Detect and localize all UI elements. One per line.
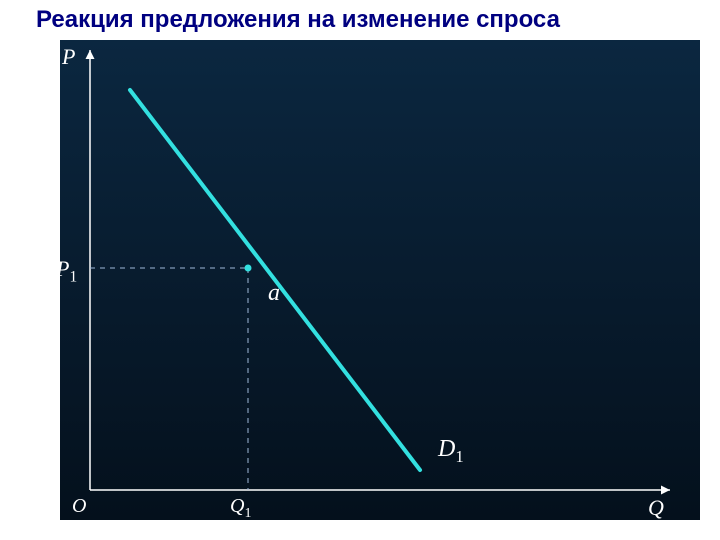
p1-label: P1 [56, 256, 77, 286]
y-axis-label: P [62, 44, 75, 70]
d1-sub: 1 [455, 447, 463, 466]
curve-d1-label: D1 [438, 436, 464, 467]
p1-sub: 1 [69, 268, 77, 285]
slide: Реакция предложения на изменение спроса … [0, 0, 720, 540]
x-axis-label: Q [648, 495, 664, 521]
q1-label: Q1 [230, 495, 251, 522]
point-a-label: a [268, 280, 280, 307]
d1-base: D [438, 436, 455, 462]
origin-label: O [72, 495, 86, 518]
chart-svg [0, 0, 720, 540]
q1-base: Q [230, 495, 244, 517]
q1-sub: 1 [244, 506, 251, 521]
p1-base: P [56, 256, 69, 281]
